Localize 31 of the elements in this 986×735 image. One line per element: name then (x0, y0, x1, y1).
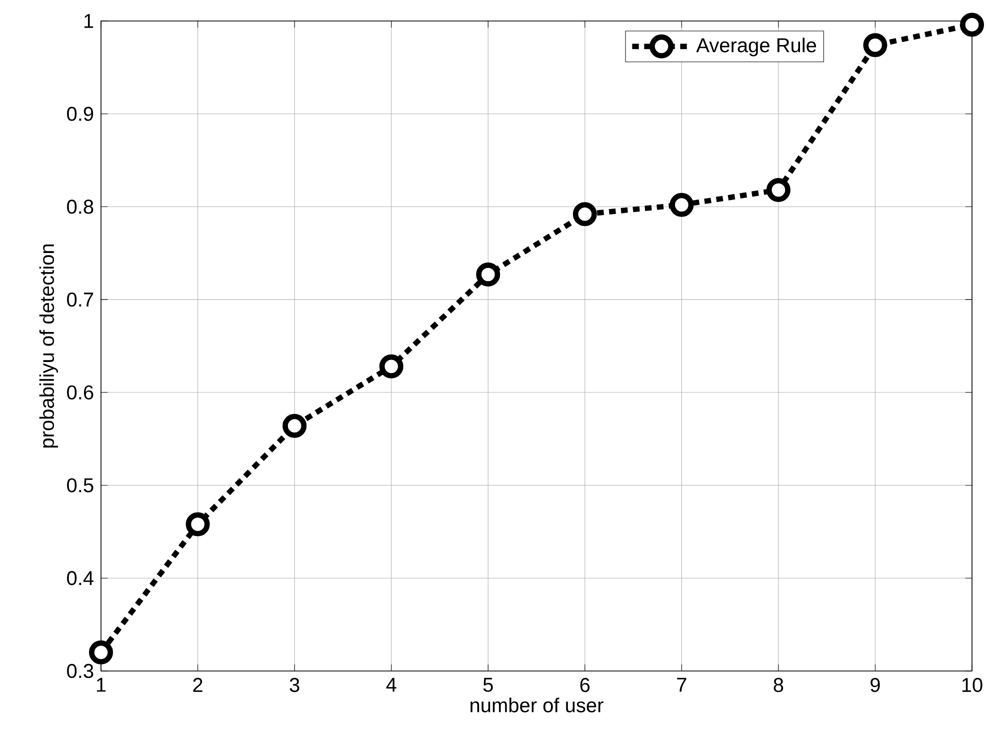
y-tick-label: 0.9 (67, 106, 94, 121)
x-tick-label: 7 (677, 678, 686, 692)
point (670, 192, 694, 217)
x-tick-label: 8 (774, 678, 784, 692)
point (186, 512, 210, 536)
x-tick-label: 4 (386, 678, 396, 692)
x-tick-label: 5 (483, 678, 493, 692)
y-tick-label: 0.8 (67, 200, 94, 214)
point (960, 12, 984, 37)
point (89, 640, 114, 664)
y-tick-label: 0.5 (67, 478, 94, 492)
point (863, 33, 888, 58)
point (766, 178, 790, 202)
legend-label: Average Rule (696, 38, 816, 56)
x-axis-title: number of user (470, 698, 604, 712)
x-tick-label: 10 (962, 678, 982, 692)
x-tick-label: 9 (870, 678, 880, 692)
x-tick-label: 6 (580, 678, 590, 692)
point (572, 202, 597, 226)
x-tick-label: 2 (193, 678, 202, 692)
y-tick-label: 0.6 (67, 385, 94, 400)
x-tick-label: 1 (96, 678, 106, 692)
y-tick-label: 0.3 (67, 664, 94, 678)
point (476, 262, 500, 286)
point (282, 414, 307, 438)
x-tick-label: 3 (290, 678, 300, 692)
y-axis-title: probabiliyu of detection (39, 244, 58, 448)
y-tick-label: 0.7 (67, 292, 94, 307)
point (379, 354, 404, 378)
y-tick-label: 1 (84, 14, 94, 28)
y-tick-label: 0.4 (67, 571, 94, 586)
